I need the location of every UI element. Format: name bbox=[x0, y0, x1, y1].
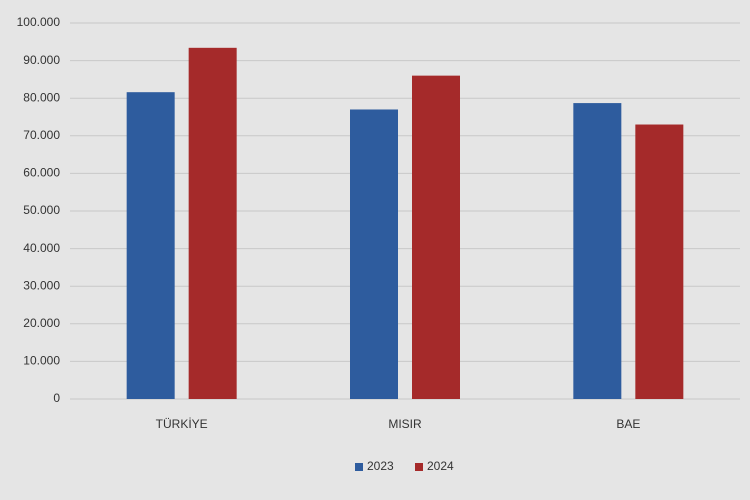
x-tick-label: BAE bbox=[616, 417, 640, 431]
legend-swatch bbox=[355, 463, 363, 471]
y-tick-label: 0 bbox=[53, 391, 60, 405]
bar bbox=[412, 75, 460, 399]
x-tick-label: MISIR bbox=[388, 417, 422, 431]
y-tick-label: 20.000 bbox=[23, 316, 60, 330]
bar bbox=[188, 47, 237, 399]
y-tick-label: 70.000 bbox=[23, 128, 60, 142]
y-tick-label: 80.000 bbox=[23, 90, 60, 104]
legend-label: 2024 bbox=[427, 459, 454, 473]
y-tick-label: 90.000 bbox=[23, 53, 60, 67]
x-tick-label: TÜRKİYE bbox=[156, 417, 208, 431]
y-tick-label: 30.000 bbox=[23, 278, 60, 292]
y-tick-label: 50.000 bbox=[23, 203, 60, 217]
legend-label: 2023 bbox=[367, 459, 394, 473]
y-tick-label: 40.000 bbox=[23, 241, 60, 255]
bar bbox=[573, 103, 622, 399]
bar bbox=[635, 124, 684, 400]
y-tick-label: 60.000 bbox=[23, 166, 60, 180]
bar bbox=[126, 92, 175, 400]
bar bbox=[350, 109, 398, 399]
legend-swatch bbox=[415, 463, 423, 471]
y-tick-label: 10.000 bbox=[23, 354, 60, 368]
y-tick-label: 100.000 bbox=[17, 15, 61, 29]
